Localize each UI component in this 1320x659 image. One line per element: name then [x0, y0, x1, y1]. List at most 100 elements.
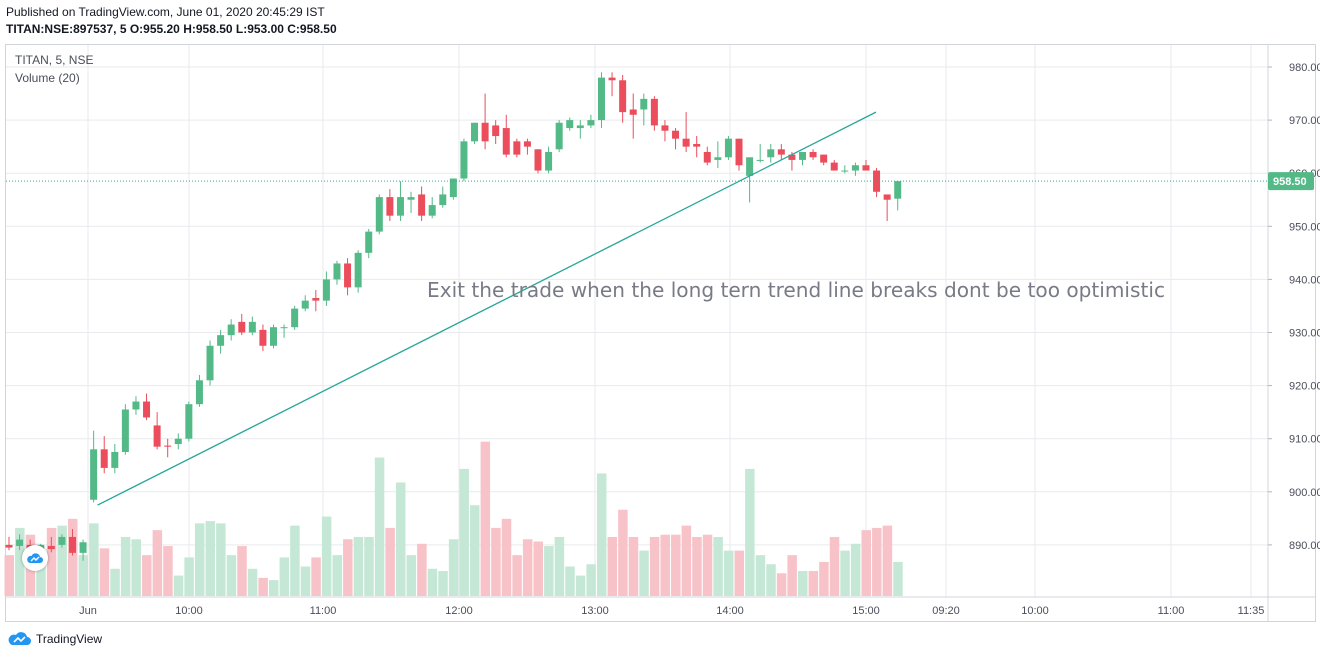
x-tick-label: Jun — [79, 605, 97, 617]
x-tick-label: 09:20 — [932, 605, 960, 617]
volume-bar — [533, 541, 543, 596]
candle-body — [513, 141, 521, 155]
candle-body — [820, 154, 828, 163]
volume-bar — [120, 536, 131, 596]
candle-body — [354, 252, 362, 288]
volume-bar — [692, 536, 702, 596]
y-tick-label: 930.00 — [1289, 328, 1320, 340]
x-tick-label: 10:00 — [175, 605, 203, 617]
candle-body — [576, 125, 584, 129]
candle-body — [661, 125, 669, 131]
candle-body — [291, 308, 299, 328]
trend-line — [97, 111, 877, 506]
volume-bar — [649, 536, 660, 596]
candle-body — [322, 279, 330, 301]
volume-bar — [290, 525, 300, 596]
candle-body — [185, 404, 193, 439]
candle-body — [100, 449, 108, 468]
volume-bar — [819, 561, 829, 596]
y-tick-label: 970.00 — [1289, 115, 1320, 127]
candle-body — [841, 170, 849, 172]
volume-bar — [522, 539, 533, 596]
volume-bar — [226, 555, 237, 596]
y-tick-label: 940.00 — [1289, 274, 1320, 286]
volume-bars — [4, 441, 903, 596]
volume-bar — [861, 530, 871, 596]
volume-bar — [417, 543, 427, 596]
volume-bar — [67, 518, 78, 596]
tradingview-brand[interactable]: TradingView — [8, 632, 102, 646]
volume-legend: Volume (20) — [15, 71, 80, 85]
candle-body — [735, 138, 743, 166]
candle-body — [693, 143, 701, 147]
volume-bar — [713, 536, 723, 596]
volume-bar — [385, 527, 395, 596]
candle-body — [672, 130, 680, 139]
volume-bar — [300, 566, 311, 596]
volume-bar — [57, 525, 67, 596]
volume-bar — [395, 482, 406, 596]
candle-body — [312, 297, 320, 301]
candle-body — [121, 409, 129, 452]
y-tick-label: 910.00 — [1289, 434, 1320, 446]
brand-label: TradingView — [36, 632, 103, 646]
candle-body — [396, 197, 404, 216]
volume-bar — [544, 546, 554, 596]
candle-body — [248, 321, 256, 333]
volume-bar — [332, 555, 342, 596]
volume-indicator-badge[interactable] — [22, 545, 48, 571]
candle-body — [227, 324, 235, 336]
candle-body — [502, 128, 510, 155]
volume-bar — [501, 518, 512, 596]
volume-bar — [427, 568, 438, 596]
volume-bar — [194, 523, 205, 596]
candle-body — [375, 197, 383, 232]
candle-body — [777, 149, 785, 155]
volume-bar — [311, 557, 321, 596]
candle-body — [830, 162, 838, 171]
volume-bar — [872, 527, 882, 596]
volume-bar — [89, 523, 99, 596]
volume-bar — [671, 534, 681, 596]
volume-bar — [586, 564, 596, 596]
volume-bar — [237, 546, 247, 596]
candle-body — [132, 401, 140, 410]
candle-body — [90, 449, 98, 500]
candle-body — [545, 151, 553, 171]
volume-bar — [766, 564, 776, 596]
candle-body — [714, 157, 722, 160]
volume-bar — [618, 509, 628, 596]
volume-bar — [776, 573, 787, 596]
volume-bar — [110, 568, 120, 596]
volume-bar — [279, 557, 290, 596]
x-tick-label: 13:00 — [581, 605, 609, 617]
volume-bar — [448, 539, 459, 596]
candle-body — [111, 451, 119, 468]
volume-bar — [205, 521, 216, 596]
volume-bar — [808, 571, 819, 596]
volume-bar — [607, 536, 618, 596]
volume-bar — [470, 505, 480, 596]
candle-body — [217, 335, 225, 346]
candle-body — [629, 109, 637, 115]
candle-body — [449, 178, 457, 198]
candle-body — [58, 536, 66, 545]
volume-bar — [438, 571, 448, 596]
volume-bar — [829, 536, 840, 596]
volume-bar — [173, 575, 184, 596]
cloud-icon — [27, 553, 43, 563]
symbol-legend: TITAN, 5, NSE — [15, 53, 94, 67]
volume-bar — [850, 543, 861, 596]
candle-body — [174, 438, 182, 445]
candles — [5, 72, 902, 561]
volume-bar — [258, 577, 268, 596]
candle-body — [799, 151, 806, 160]
volume-bar — [893, 561, 903, 596]
volume-bar — [702, 534, 713, 596]
candle-body — [471, 122, 479, 142]
candle-body — [851, 165, 859, 171]
candle-body — [301, 300, 309, 309]
candle-body — [270, 327, 277, 346]
volume-bar — [406, 555, 417, 596]
